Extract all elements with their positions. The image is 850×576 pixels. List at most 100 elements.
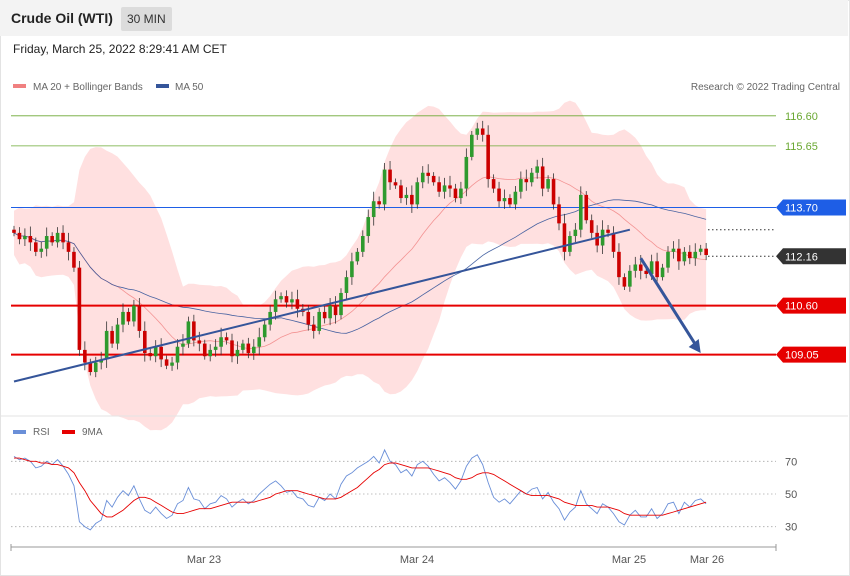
candle-body	[644, 270, 648, 274]
candle-body	[535, 166, 539, 173]
candle-body	[153, 346, 158, 357]
candle-body	[508, 198, 512, 205]
rsi-legend-label: RSI	[33, 427, 50, 438]
candle-body	[562, 223, 567, 252]
candle-body	[377, 201, 381, 205]
candle-body	[110, 330, 114, 344]
candle-body	[557, 204, 561, 224]
ma9-legend-swatch	[62, 430, 75, 434]
candle-body	[595, 232, 599, 246]
candle-body	[660, 267, 665, 278]
candle-body	[600, 229, 605, 246]
candle-body	[137, 305, 142, 331]
candle-body	[404, 194, 409, 199]
candle-body	[23, 236, 27, 240]
candle-body	[290, 299, 294, 303]
candle-body	[546, 179, 550, 189]
candle-body	[34, 242, 38, 252]
candle-body	[666, 251, 670, 268]
x-tick-label-mar-24: Mar 24	[400, 554, 434, 566]
rsi-ma9-line	[14, 457, 707, 518]
candle-body	[317, 311, 321, 331]
x-tick-label-mar-25: Mar 25	[612, 554, 646, 566]
target-level-label-115-65: 115.65	[785, 141, 818, 153]
candle-body	[611, 232, 616, 252]
candle-body	[257, 337, 262, 347]
candle-body	[219, 337, 223, 347]
levels-layer: 116.60 115.65 113.70 112.16 110.60 109.05	[11, 111, 846, 363]
bollinger-band-layer	[13, 100, 707, 431]
candle-body	[186, 321, 191, 344]
credit-text: Research © 2022 Trading Central	[691, 82, 840, 93]
ma50-legend-swatch	[156, 84, 169, 88]
candle-body	[235, 349, 240, 357]
candle-body	[638, 264, 643, 271]
candle-body	[671, 248, 676, 252]
candle-body	[55, 232, 60, 243]
candle-body	[44, 236, 49, 249]
candle-body	[39, 248, 44, 252]
overlay-layer	[13, 228, 701, 383]
candle-body	[573, 229, 578, 237]
candle-body	[61, 232, 65, 243]
candle-body	[72, 251, 76, 268]
candle-body	[420, 172, 425, 183]
candle-body	[202, 343, 207, 357]
candle-body	[311, 324, 316, 331]
candle-body	[551, 179, 556, 205]
candle-body	[410, 194, 414, 205]
candle-body	[606, 229, 610, 233]
candle-body	[284, 296, 289, 303]
ma9-legend-label: 9MA	[82, 427, 103, 438]
timeframe-badge[interactable]: 30 MIN	[121, 7, 172, 31]
candle-body	[519, 179, 523, 192]
candle-body	[355, 251, 360, 262]
candle-body	[415, 182, 420, 205]
ma50-legend-label: MA 50	[175, 82, 204, 93]
candle-body	[148, 353, 153, 357]
candle-body	[655, 261, 659, 278]
candle-body	[524, 179, 529, 183]
candle-body	[28, 236, 33, 243]
ma20-legend-label: MA 20 + Bollinger Bands	[33, 82, 143, 93]
candle-body	[371, 201, 376, 218]
pivot-level-tag-113-70	[776, 199, 846, 216]
candle-body	[143, 330, 147, 354]
support-level-label-109-05: 109.05	[785, 350, 819, 362]
candle-body	[164, 359, 169, 366]
rsi-tick-label-50: 50	[785, 489, 797, 501]
instrument-title: Crude Oil (WTI)	[11, 10, 113, 26]
candle-body	[589, 220, 594, 233]
candle-body	[399, 185, 403, 199]
ma50-line	[13, 199, 707, 334]
candle-body	[677, 248, 681, 262]
candle-body	[698, 248, 703, 252]
candle-body	[295, 299, 300, 309]
candle-body	[486, 134, 490, 180]
candle-body	[480, 128, 485, 135]
candle-body	[262, 324, 267, 338]
candle-body	[453, 188, 458, 199]
ma20-line	[13, 176, 707, 350]
rsi-tick-label-30: 30	[785, 522, 797, 534]
candle-body	[628, 270, 632, 287]
support-level-tag-109-05	[776, 346, 846, 363]
candle-body	[159, 346, 163, 360]
candle-body	[252, 346, 256, 354]
candle-body	[442, 185, 447, 192]
candle-body	[93, 362, 98, 373]
target-level-label-116-60: 116.60	[785, 111, 818, 123]
candle-body	[633, 264, 638, 271]
candle-body	[366, 217, 371, 237]
bollinger-band-fill	[14, 100, 707, 431]
candle-body	[704, 248, 708, 255]
candle-body	[230, 340, 234, 357]
candle-body	[208, 349, 212, 357]
candle-body	[470, 134, 474, 157]
candle-body	[12, 229, 16, 233]
candle-body	[132, 305, 136, 322]
support-level-label-110-60: 110.60	[785, 301, 818, 313]
candle-body	[540, 166, 545, 189]
candle-body	[306, 311, 311, 325]
